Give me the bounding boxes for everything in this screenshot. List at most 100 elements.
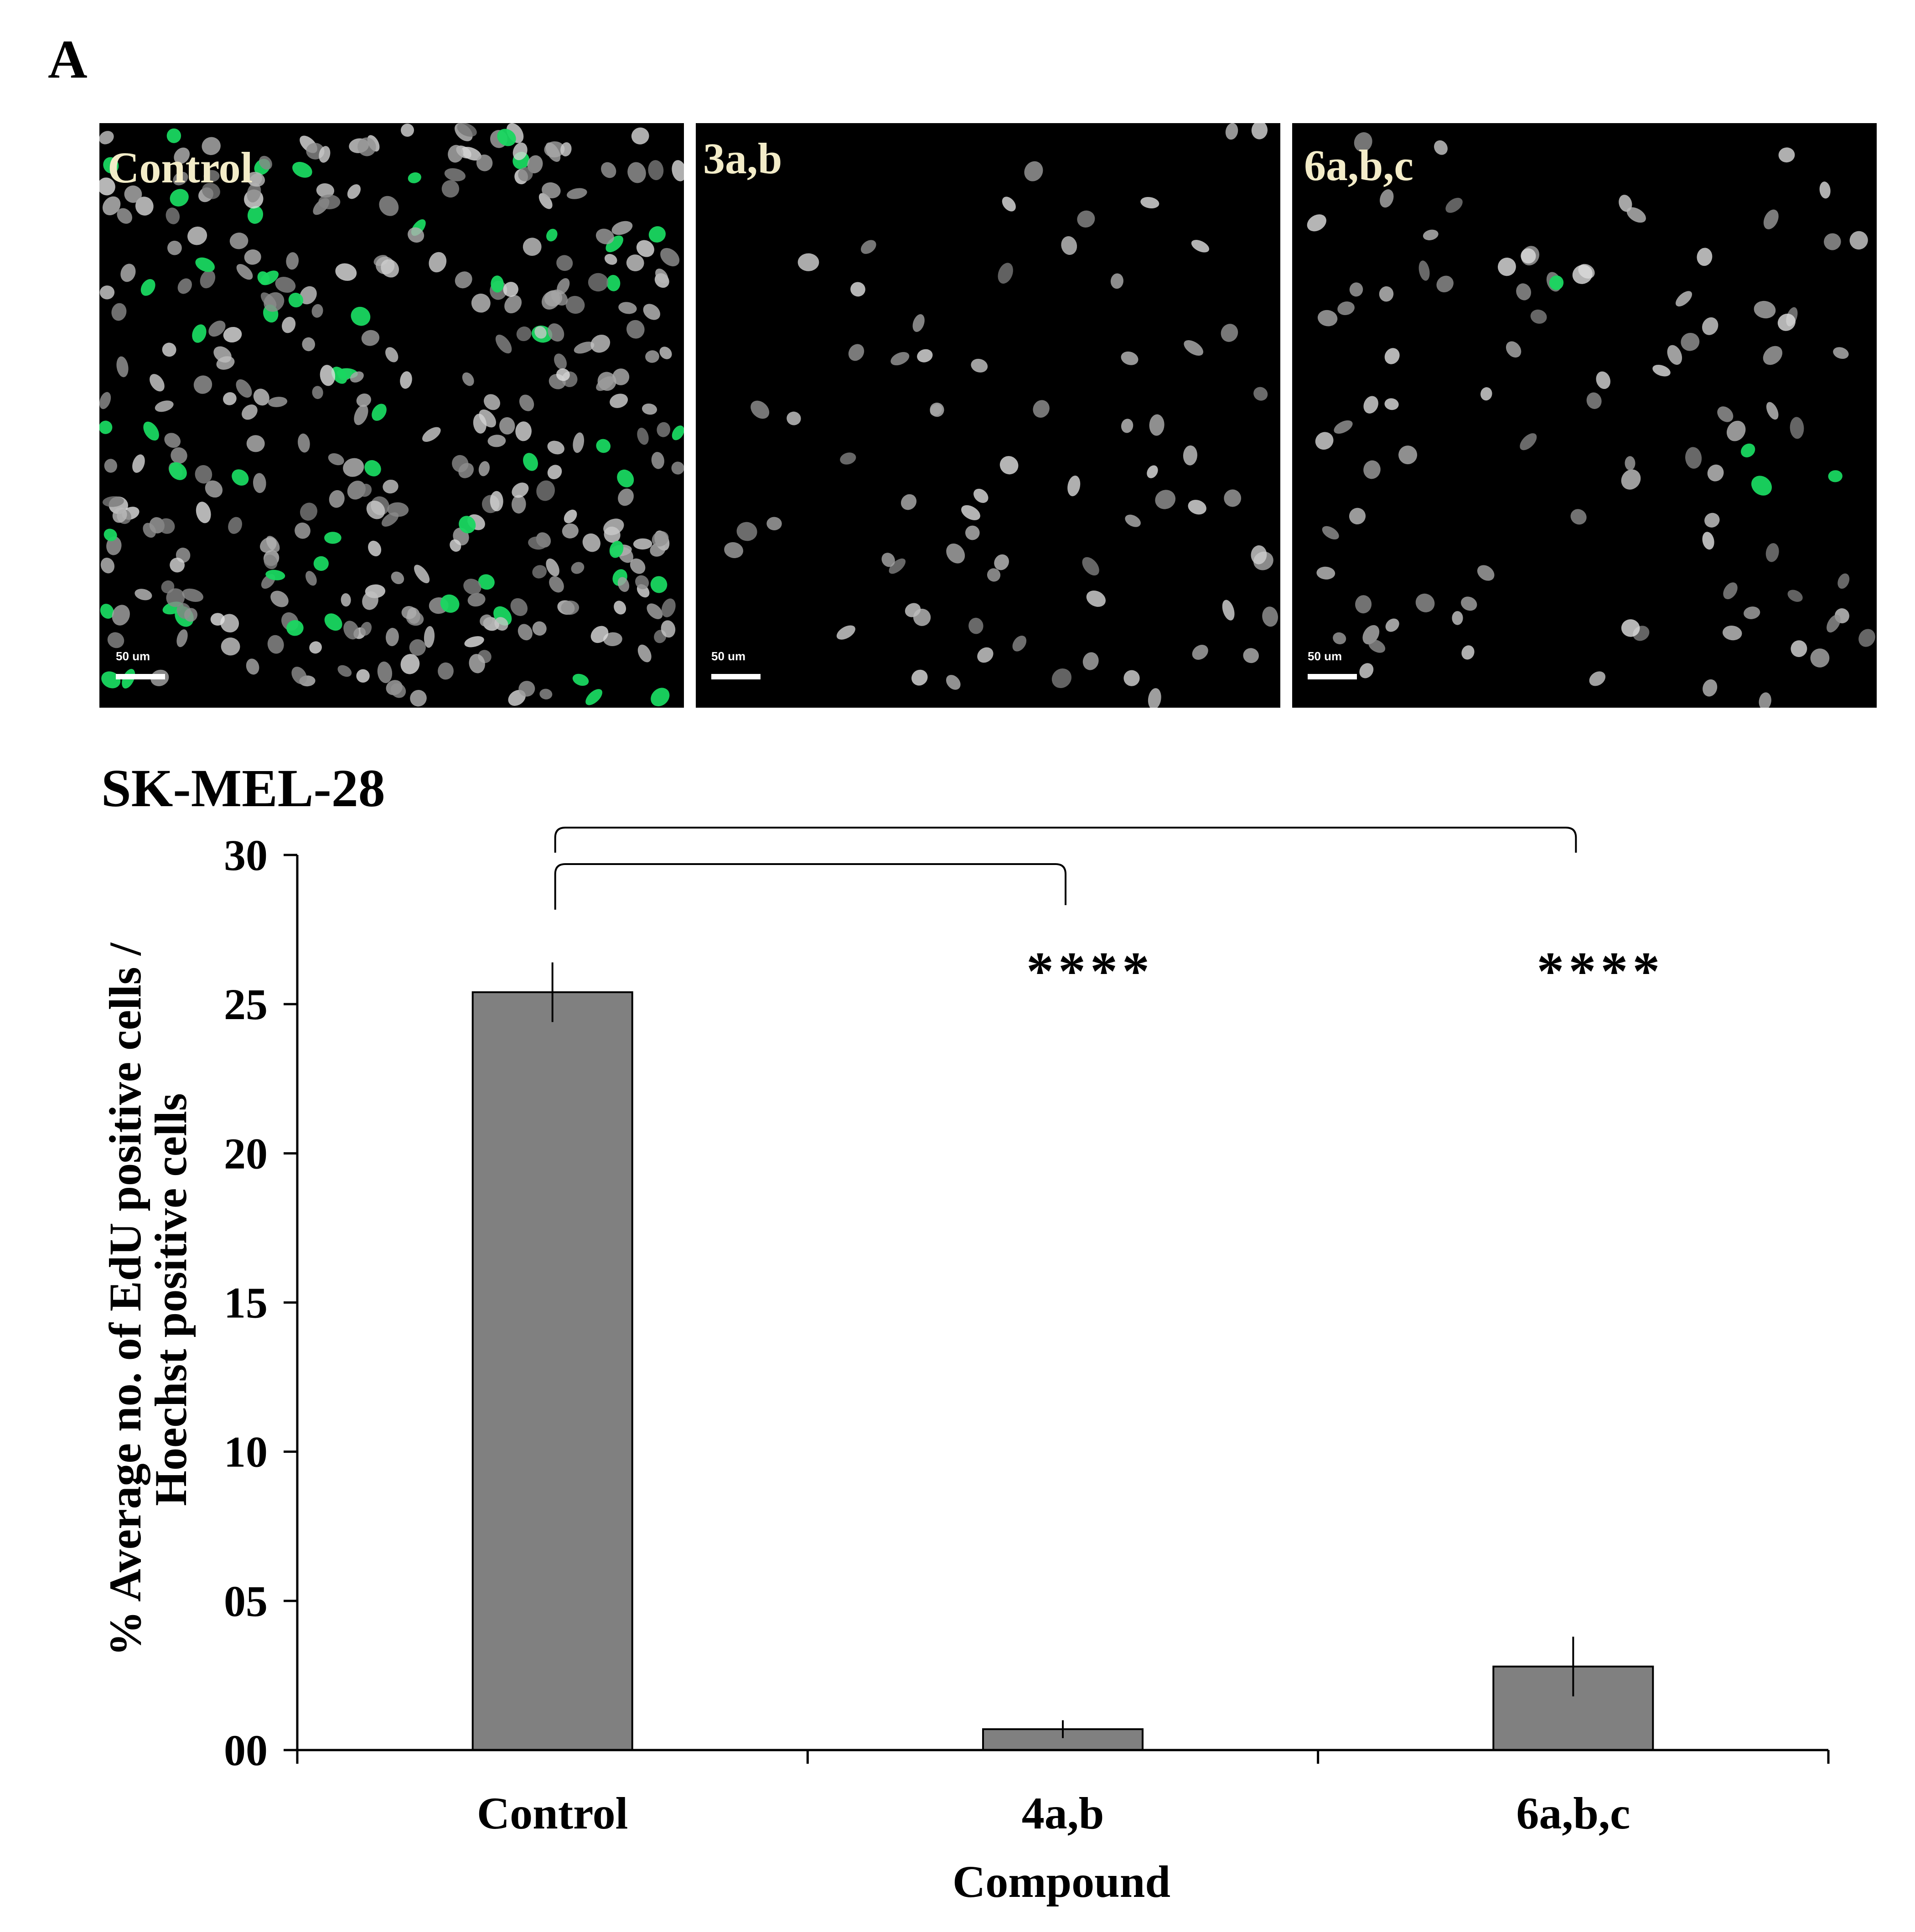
x-tick-label: Control: [477, 1788, 628, 1839]
micrograph-6abc: 6a,b,c 50 um: [1292, 123, 1877, 708]
hoechst-nucleus: [495, 334, 512, 354]
edu-positive-nucleus: [324, 613, 342, 631]
hoechst-nucleus: [112, 507, 127, 523]
hoechst-nucleus: [381, 512, 399, 527]
hoechst-nucleus: [282, 316, 296, 333]
hoechst-nucleus: [618, 488, 634, 506]
hoechst-nucleus: [1355, 595, 1372, 614]
edu-positive-nucleus: [101, 671, 121, 689]
hoechst-nucleus: [208, 321, 226, 337]
hoechst-nucleus: [1368, 639, 1386, 653]
edu-positive-nucleus: [546, 228, 558, 242]
hoechst-nucleus: [604, 254, 617, 265]
hoechst-nucleus: [1316, 566, 1335, 580]
hoechst-nucleus: [1652, 364, 1671, 377]
hoechst-nucleus: [1251, 545, 1267, 565]
edu-positive-nucleus: [99, 420, 113, 434]
hoechst-nucleus: [797, 253, 819, 271]
hoechst-nucleus: [1253, 387, 1268, 401]
hoechst-nucleus: [228, 517, 243, 534]
hoechst-nucleus: [132, 454, 145, 473]
hoechst-nucleus: [361, 330, 380, 346]
edu-positive-nucleus: [232, 469, 249, 486]
hoechst-nucleus: [464, 636, 484, 647]
hoechst-nucleus: [400, 371, 412, 389]
hoechst-nucleus: [999, 456, 1019, 475]
hoechst-nucleus: [187, 226, 207, 245]
edu-positive-nucleus: [288, 293, 304, 308]
hoechst-nucleus: [1359, 663, 1374, 679]
hoechst-nucleus: [1349, 508, 1366, 525]
hoechst-nucleus: [116, 356, 129, 378]
hoechst-nucleus: [560, 142, 572, 156]
hoechst-nucleus: [210, 613, 225, 626]
bar-chart: SK-MEL-28 **** **** 00 05 10 15 20 25 30 Contro…: [100, 758, 1830, 1907]
y-axis-title: % Average no. of EdU positive cells / Ho…: [100, 942, 196, 1656]
hoechst-nucleus: [102, 196, 121, 216]
hoechst-nucleus: [300, 502, 317, 521]
hoechst-nucleus: [104, 459, 118, 473]
hoechst-nucleus: [647, 603, 663, 619]
hoechst-nucleus: [1148, 688, 1161, 708]
hoechst-nucleus: [766, 517, 782, 531]
edu-positive-nucleus: [1549, 275, 1564, 290]
edu-positive-nucleus: [572, 673, 589, 686]
hoechst-nucleus: [356, 669, 370, 683]
hoechst-nucleus: [643, 304, 661, 320]
hoechst-nucleus: [424, 626, 435, 648]
hoechst-nucleus: [512, 142, 528, 161]
hoechst-nucleus: [360, 622, 372, 636]
hoechst-nucleus: [1445, 197, 1463, 213]
hoechst-nucleus: [1461, 596, 1477, 611]
hoechst-nucleus: [1702, 317, 1718, 335]
hoechst-nucleus: [347, 184, 361, 199]
edu-positive-nucleus: [523, 453, 538, 471]
edu-positive-nucleus: [1751, 476, 1772, 496]
hoechst-nucleus: [253, 388, 269, 406]
hoechst-nucleus: [1778, 147, 1795, 163]
hoechst-nucleus: [736, 522, 757, 541]
hoechst-nucleus: [590, 334, 611, 353]
hoechst-nucleus: [1123, 670, 1140, 686]
hoechst-nucleus: [519, 394, 534, 411]
hoechst-nucleus: [229, 233, 248, 249]
hoechst-nucleus: [913, 608, 931, 626]
hoechst-nucleus: [1333, 632, 1346, 645]
hoechst-nucleus: [545, 142, 561, 162]
hoechst-nucleus: [860, 240, 876, 254]
hoechst-nucleus: [1621, 619, 1640, 637]
hoechst-nucleus: [1224, 489, 1242, 507]
hoechst-nucleus: [499, 417, 515, 435]
hoechst-nucleus: [1362, 625, 1380, 645]
hoechst-nucleus: [633, 538, 652, 550]
edu-positive-nucleus: [459, 516, 476, 534]
hoechst-nucleus: [117, 208, 132, 224]
hoechst-nucleus: [1763, 209, 1779, 229]
hoechst-nucleus: [848, 344, 864, 361]
hoechst-nucleus: [614, 601, 626, 615]
hoechst-nucleus: [1398, 445, 1418, 465]
micrograph-label: 6a,b,c: [1304, 141, 1413, 190]
hoechst-nucleus: [637, 644, 652, 663]
edu-positive-nucleus: [609, 541, 624, 558]
hoechst-nucleus: [567, 188, 587, 199]
hoechst-nucleus: [850, 282, 865, 297]
hoechst-nucleus: [1322, 526, 1339, 540]
hoechst-nucleus: [164, 433, 181, 448]
scale-bar-label: 50 um: [1308, 649, 1342, 663]
hoechst-nucleus: [302, 337, 316, 352]
hoechst-nucleus: [1791, 640, 1807, 657]
hoechst-nucleus: [162, 342, 176, 357]
hoechst-nucleus: [504, 295, 522, 314]
hoechst-nucleus: [246, 658, 259, 675]
edu-positive-nucleus: [1828, 470, 1843, 482]
y-axis-ticks: 00 05 10 15 20 25 30: [224, 831, 297, 1775]
hoechst-nucleus: [611, 221, 633, 235]
hoechst-nucleus: [836, 625, 855, 640]
hoechst-nucleus: [343, 458, 364, 477]
hoechst-nucleus: [590, 626, 609, 643]
hoechst-nucleus: [358, 483, 372, 497]
hoechst-nucleus: [143, 523, 156, 538]
hoechst-nucleus: [107, 632, 124, 648]
hoechst-nucleus: [1082, 557, 1099, 576]
